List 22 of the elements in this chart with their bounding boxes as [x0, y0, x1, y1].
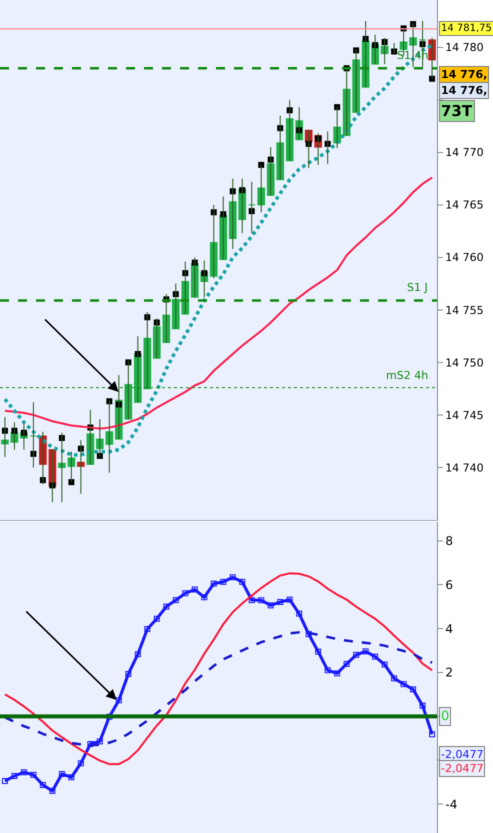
y-tick-label: 14 770: [445, 146, 484, 160]
y-tick-label: 8: [445, 534, 454, 548]
y-tick-label: 14 755: [445, 304, 484, 317]
text: 14 776,: [441, 68, 488, 81]
y-tick-label: 14 765: [445, 198, 484, 212]
text: 14 776,: [441, 84, 488, 97]
text: -2,0477: [441, 748, 484, 761]
y-tick-label: -4: [445, 797, 458, 812]
ref-line-label: 14 781,75: [441, 23, 492, 34]
text: 73T: [441, 102, 473, 120]
y-tick-label: 14 780: [445, 41, 484, 54]
y-tick-label: 14 760: [445, 251, 484, 264]
y-tick-label: 14 745: [445, 408, 484, 422]
ref-line-label: mS2 4h: [386, 369, 428, 382]
ref-line-label: 0: [441, 709, 450, 724]
y-tick-label: 6: [445, 578, 454, 592]
text: -2,0477: [441, 762, 484, 775]
y-tick-label: 2: [445, 666, 454, 680]
y-tick-label: 14 750: [445, 356, 484, 370]
y-tick-label: 14 740: [445, 461, 484, 474]
ref-line-label: S1 J: [407, 281, 428, 294]
y-tick-label: 4: [445, 622, 454, 636]
